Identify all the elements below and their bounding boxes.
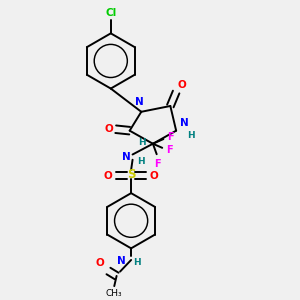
Text: N: N [136, 97, 144, 106]
Text: H: H [137, 157, 145, 166]
Text: F: F [154, 159, 160, 169]
Text: S: S [128, 168, 136, 181]
Text: F: F [166, 145, 172, 155]
Text: O: O [104, 171, 112, 181]
Text: F: F [167, 132, 173, 142]
Text: N: N [117, 256, 126, 266]
Text: O: O [104, 124, 113, 134]
Text: N: N [180, 118, 188, 128]
Text: H: H [187, 131, 195, 140]
Text: O: O [178, 80, 186, 90]
Text: O: O [150, 171, 158, 181]
Text: H: H [134, 258, 141, 267]
Text: H: H [138, 138, 146, 147]
Text: N: N [122, 152, 131, 162]
Text: O: O [95, 257, 104, 268]
Text: CH₃: CH₃ [106, 289, 123, 298]
Text: Cl: Cl [105, 8, 116, 18]
